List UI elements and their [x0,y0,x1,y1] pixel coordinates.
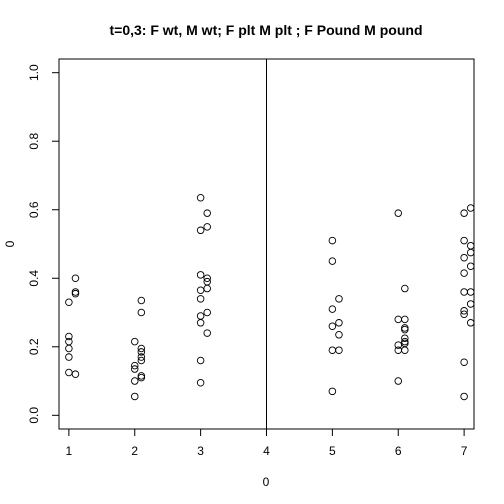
data-point [65,353,73,361]
data-point [394,346,402,354]
data-point [394,315,402,324]
data-point [466,319,475,327]
data-point [203,329,211,337]
data-point [460,269,468,277]
data-point [137,348,146,356]
y-tick-label: 1.0 [27,64,41,81]
chart-title: t=0,3: F wt, M wt; F plt M plt ; F Pound… [110,22,423,38]
data-point [137,353,146,361]
data-point [196,319,205,327]
data-point [328,387,337,396]
data-point [137,344,146,353]
data-point [196,226,205,235]
y-tick-label: 0.2 [27,338,41,355]
data-point [203,209,211,217]
data-point [71,274,80,283]
data-point [71,370,80,378]
data-point [401,315,409,324]
data-point [335,346,343,354]
data-point [131,365,139,373]
data-point [203,223,211,231]
y-tick-label: 0.8 [27,133,41,150]
data-point [328,346,337,354]
data-point [137,296,146,305]
data-point [466,288,475,296]
data-point [196,379,205,387]
x-tick-label: 1 [66,444,73,458]
data-point [203,274,211,283]
data-point [466,300,475,308]
x-tick-label: 6 [395,444,402,458]
data-point [401,334,409,342]
data-point [328,322,337,330]
data-point [131,361,139,370]
x-tick-label: 2 [131,444,138,458]
data-point [466,262,475,271]
data-point [196,286,205,295]
data-point [460,253,468,262]
data-point [401,325,409,334]
data-point [196,193,205,202]
data-point [196,312,205,320]
x-tick-label: 7 [461,444,468,458]
data-point [65,368,73,377]
data-point [401,284,409,293]
data-point [328,305,337,313]
data-point [137,373,146,382]
data-point [460,392,468,401]
data-point [137,308,146,317]
data-point [394,377,402,385]
data-point [196,295,205,303]
data-point [203,308,211,317]
data-point [466,204,475,212]
data-point [394,209,402,217]
x-tick-label: 3 [197,444,204,458]
data-point [328,257,337,265]
y-axis: 0.0 0.2 0.4 0.6 0.8 1.0 [27,64,60,424]
data-point [335,295,343,303]
y-axis-label: 0 [3,240,17,247]
data-point [460,209,468,217]
data-point [460,358,468,366]
data-point [131,377,139,385]
data-point [460,310,468,318]
data-point [137,356,146,365]
data-point [65,332,73,341]
data-point [460,307,468,315]
data-point [335,319,343,327]
data-point [466,241,475,250]
data-point [131,392,139,401]
data-point [131,337,139,346]
x-tick-label: 4 [263,444,270,458]
x-axis-label: 0 [263,475,270,489]
x-tick-label: 5 [329,444,336,458]
data-point [196,271,205,279]
data-points [65,193,475,401]
y-tick-label: 0.0 [27,407,41,424]
data-point [65,337,73,346]
data-point [401,346,409,354]
data-point [466,248,475,257]
data-point [335,331,343,339]
data-point [460,288,468,296]
data-point [328,236,337,245]
data-point [196,356,205,365]
data-point [65,298,73,306]
data-point [65,344,73,353]
y-tick-label: 0.6 [27,201,41,218]
y-tick-label: 0.4 [27,270,41,287]
data-point [71,289,80,298]
data-point [203,284,211,293]
x-axis: 1 2 3 4 5 6 7 [66,428,468,458]
data-point [460,236,468,245]
